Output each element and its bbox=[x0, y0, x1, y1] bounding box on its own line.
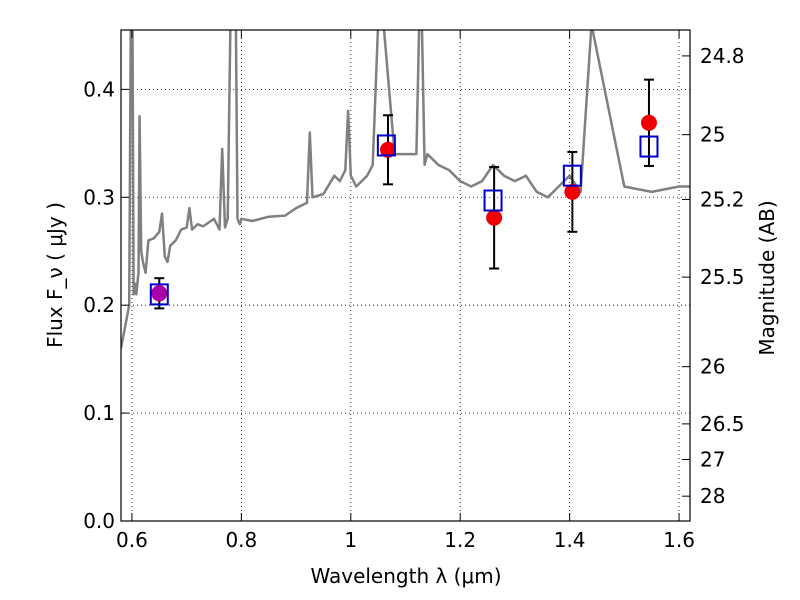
observed-point bbox=[564, 183, 581, 200]
magnitude-tick-label: 25 bbox=[700, 123, 725, 147]
x-tick-label: 1.4 bbox=[554, 528, 586, 552]
y-tick-label: 0.4 bbox=[83, 77, 115, 101]
y-axis-label-right: Magnitude (AB) bbox=[755, 200, 779, 355]
y-tick-label: 0.1 bbox=[83, 401, 115, 425]
magnitude-tick-label: 26.5 bbox=[700, 412, 745, 436]
x-axis-label: Wavelength λ (μm) bbox=[310, 564, 501, 588]
magnitude-tick-label: 25.5 bbox=[700, 265, 745, 289]
plot-frame bbox=[120, 29, 691, 522]
model-photometry-point bbox=[149, 283, 169, 306]
model-photometry-point bbox=[376, 134, 396, 157]
observed-point bbox=[640, 114, 657, 131]
y-tick-label: 0.2 bbox=[83, 293, 115, 317]
magnitude-tick-label: 24.8 bbox=[700, 44, 745, 68]
model-photometry-point bbox=[562, 164, 582, 187]
x-tick-label: 1.6 bbox=[663, 528, 695, 552]
plot-background bbox=[121, 30, 690, 521]
magnitude-tick-label: 27 bbox=[700, 447, 725, 471]
markers bbox=[149, 114, 659, 306]
ticks: 0.6 0.8 1 1.2 1.4 1.6 0.0 0.1 0.2 0.3 0.4 24.8 25 25.… bbox=[83, 30, 745, 552]
x-tick-label: 1 bbox=[344, 528, 357, 552]
y-tick-label: 0.0 bbox=[83, 509, 115, 533]
y-tick-label: 0.3 bbox=[83, 185, 115, 209]
model-spectrum-line bbox=[121, 30, 690, 349]
magnitude-tick-label: 25.2 bbox=[700, 187, 745, 211]
observed-point bbox=[486, 209, 503, 226]
magnitude-tick-label: 28 bbox=[700, 484, 725, 508]
x-tick-label: 0.8 bbox=[225, 528, 257, 552]
model-photometry-point bbox=[483, 189, 503, 212]
y-axis-label-left: Flux F_ν ( μJy ) bbox=[43, 202, 67, 348]
x-tick-label: 0.6 bbox=[116, 528, 148, 552]
x-tick-label: 1.2 bbox=[444, 528, 476, 552]
data-layer bbox=[121, 30, 690, 349]
highlight-point bbox=[151, 285, 168, 302]
magnitude-tick-label: 26 bbox=[700, 355, 725, 379]
model-photometry-point bbox=[639, 135, 659, 158]
